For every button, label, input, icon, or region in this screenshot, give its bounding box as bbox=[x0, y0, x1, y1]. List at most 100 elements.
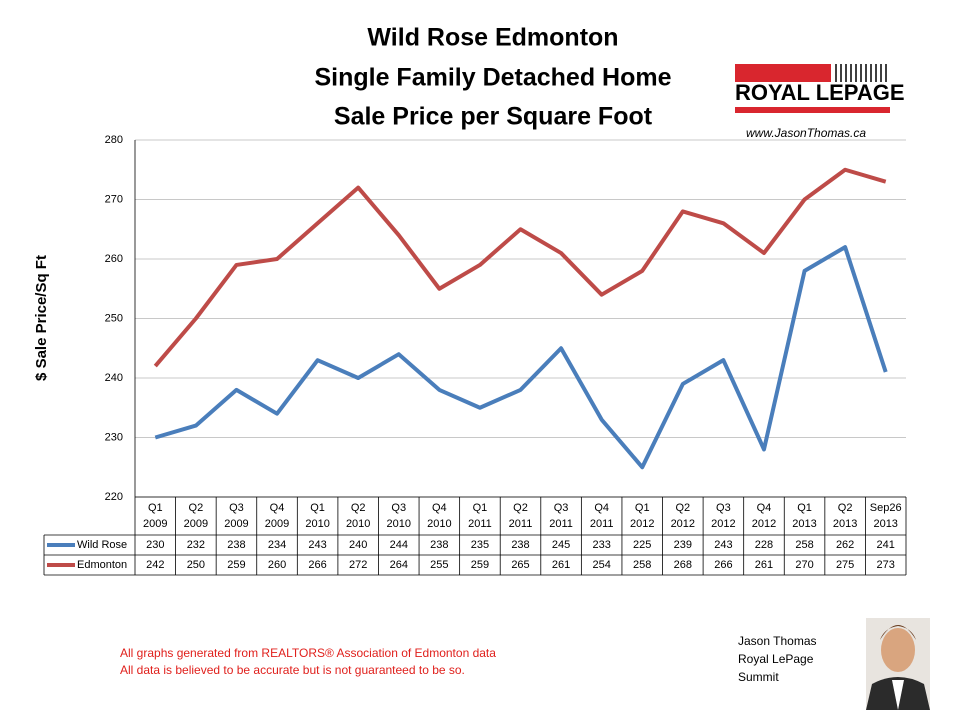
x-tick-label: Q3 bbox=[554, 502, 569, 514]
x-tick-label: Q2 bbox=[675, 502, 690, 514]
x-tick-label: 2009 bbox=[265, 518, 289, 530]
y-tick-label: 220 bbox=[105, 491, 123, 503]
website: www.JasonThomas.ca bbox=[746, 126, 866, 140]
table-value: 258 bbox=[795, 539, 813, 551]
x-tick-label: Q4 bbox=[757, 502, 772, 514]
x-tick-label: 2011 bbox=[590, 518, 614, 530]
chart-title: Single Family Detached Home bbox=[314, 64, 671, 92]
x-tick-label: 2010 bbox=[387, 518, 411, 530]
table-value: 264 bbox=[390, 559, 408, 571]
x-tick-label: Q1 bbox=[473, 502, 488, 514]
table-value: 243 bbox=[308, 539, 326, 551]
x-tick-label: Q4 bbox=[270, 502, 285, 514]
table-value: 230 bbox=[146, 539, 164, 551]
logo-barcode bbox=[835, 64, 887, 82]
table-value: 238 bbox=[430, 539, 448, 551]
note: All graphs generated from REALTORS® Asso… bbox=[120, 646, 496, 660]
logo-bar bbox=[735, 107, 890, 113]
y-tick-label: 250 bbox=[105, 312, 123, 324]
x-tick-label: Q1 bbox=[635, 502, 650, 514]
x-tick-label: 2012 bbox=[711, 518, 735, 530]
table-value: 268 bbox=[674, 559, 692, 571]
table-value: 225 bbox=[633, 539, 651, 551]
x-tick-label: Q4 bbox=[432, 502, 447, 514]
x-tick-label: Q3 bbox=[229, 502, 244, 514]
x-tick-label: 2013 bbox=[873, 518, 897, 530]
x-tick-label: Q2 bbox=[189, 502, 204, 514]
x-tick-label: Q1 bbox=[148, 502, 163, 514]
table-value: 265 bbox=[511, 559, 529, 571]
table-value: 261 bbox=[552, 559, 570, 571]
x-tick-label: 2010 bbox=[427, 518, 451, 530]
x-tick-label: Q1 bbox=[797, 502, 812, 514]
table-value: 261 bbox=[755, 559, 773, 571]
table-value: 273 bbox=[877, 559, 895, 571]
table-value: 262 bbox=[836, 539, 854, 551]
x-tick-label: 2009 bbox=[143, 518, 167, 530]
y-tick-label: 240 bbox=[105, 372, 123, 384]
y-axis-label: $ Sale Price/Sq Ft bbox=[33, 255, 50, 381]
y-tick-label: 280 bbox=[105, 134, 123, 146]
series-line bbox=[153, 167, 887, 368]
table-value: 238 bbox=[227, 539, 245, 551]
x-tick-label: 2012 bbox=[630, 518, 654, 530]
x-tick-label: 2011 bbox=[468, 518, 492, 530]
x-tick-label: Q3 bbox=[716, 502, 731, 514]
table-value: 266 bbox=[308, 559, 326, 571]
table-value: 255 bbox=[430, 559, 448, 571]
logo: ROYAL LEPAGE www.JasonThomas.ca bbox=[735, 64, 905, 140]
chart-title: Sale Price per Square Foot bbox=[334, 103, 653, 131]
table-value: 250 bbox=[187, 559, 205, 571]
x-tick-label: 2012 bbox=[671, 518, 695, 530]
x-tick-label: Q3 bbox=[391, 502, 406, 514]
legend-label: Edmonton bbox=[77, 559, 127, 571]
x-tick-label: 2010 bbox=[346, 518, 370, 530]
table-value: 254 bbox=[592, 559, 610, 571]
agent-company: Royal LePage bbox=[738, 652, 814, 666]
agent-photo bbox=[866, 618, 930, 710]
table-value: 258 bbox=[633, 559, 651, 571]
table-value: 260 bbox=[268, 559, 286, 571]
table-value: 244 bbox=[390, 539, 408, 551]
table-value: 259 bbox=[471, 559, 489, 571]
x-tick-label: 2010 bbox=[305, 518, 329, 530]
logo-text: ROYAL LEPAGE bbox=[735, 80, 905, 105]
agent-name: Jason Thomas bbox=[738, 634, 817, 648]
legend-label: Wild Rose bbox=[77, 539, 127, 551]
x-tick-label: 2013 bbox=[792, 518, 816, 530]
table-value: 266 bbox=[714, 559, 732, 571]
table-value: 272 bbox=[349, 559, 367, 571]
x-tick-label: Q2 bbox=[351, 502, 366, 514]
table-value: 238 bbox=[511, 539, 529, 551]
table-value: 259 bbox=[227, 559, 245, 571]
table-value: 234 bbox=[268, 539, 286, 551]
y-tick-label: 260 bbox=[105, 253, 123, 265]
table-value: 232 bbox=[187, 539, 205, 551]
table-value: 243 bbox=[714, 539, 732, 551]
table-value: 270 bbox=[795, 559, 813, 571]
table-value: 245 bbox=[552, 539, 570, 551]
table-value: 240 bbox=[349, 539, 367, 551]
x-tick-label: 2012 bbox=[752, 518, 776, 530]
table-value: 235 bbox=[471, 539, 489, 551]
table-value: 275 bbox=[836, 559, 854, 571]
table-value: 228 bbox=[755, 539, 773, 551]
x-tick-label: Q2 bbox=[513, 502, 528, 514]
x-tick-label: 2009 bbox=[184, 518, 208, 530]
table-value: 233 bbox=[592, 539, 610, 551]
series-line bbox=[154, 245, 888, 470]
x-tick-label: Sep26 bbox=[870, 502, 902, 514]
x-tick-label: 2013 bbox=[833, 518, 857, 530]
x-tick-label: 2009 bbox=[224, 518, 248, 530]
logo-bar bbox=[735, 64, 831, 82]
agent-office: Summit bbox=[738, 670, 779, 684]
chart-title: Wild Rose Edmonton bbox=[367, 24, 618, 52]
y-tick-label: 270 bbox=[105, 193, 123, 205]
table-value: 242 bbox=[146, 559, 164, 571]
table-value: 239 bbox=[674, 539, 692, 551]
table-value: 241 bbox=[877, 539, 895, 551]
note: All data is believed to be accurate but … bbox=[120, 663, 465, 677]
x-tick-label: Q1 bbox=[310, 502, 325, 514]
y-tick-label: 230 bbox=[105, 431, 123, 443]
